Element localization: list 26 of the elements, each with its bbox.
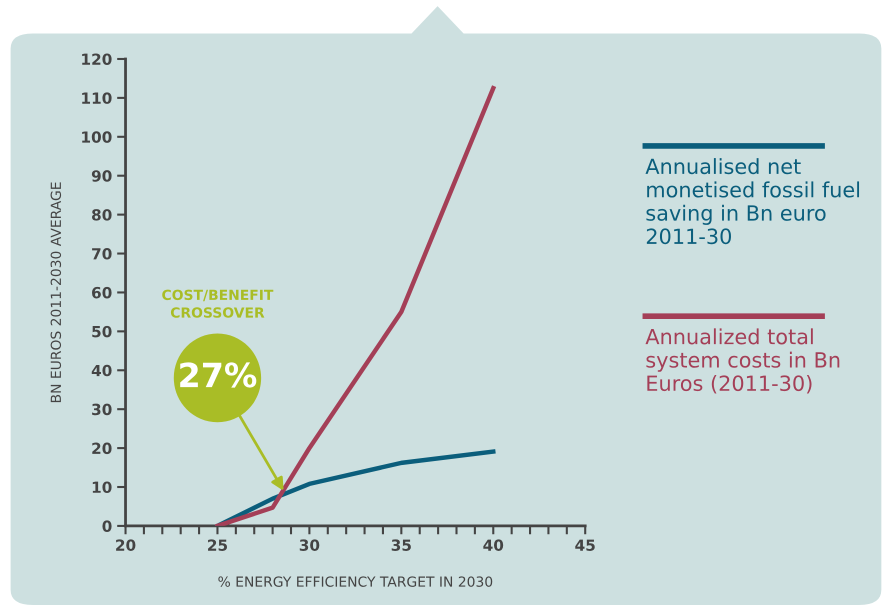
x-tick-label: 45: [575, 540, 595, 551]
y-tick-label: 90: [92, 170, 112, 182]
y-axis-title: BN EUROS 2011-2030 AVERAGE: [50, 182, 62, 402]
x-tick-label: 40: [483, 539, 504, 551]
y-tick-label: 40: [92, 364, 112, 376]
x-axis-title: % ENERGY EFFICIENCY TARGET IN 2030: [218, 576, 492, 587]
text: Annualised net monetised fossil fuel saving in Bn euro 2011-30: [645, 158, 860, 244]
y-tick-label: 60: [92, 286, 112, 298]
y-tick-label: 30: [92, 404, 112, 416]
line-series: [215, 449, 496, 526]
annotation: 27%: [180, 362, 256, 388]
y-tick-label: 110: [82, 92, 112, 104]
x-tick-label: 30: [300, 539, 320, 551]
x-tick-label: 35: [392, 539, 411, 551]
y-tick-label: 70: [92, 248, 112, 260]
text: Annualized total system costs in Bn Euros (2011-30): [645, 328, 840, 394]
y-tick-label: 80: [92, 209, 112, 221]
annotation: COST/BENEFIT CROSSOVER: [162, 290, 274, 318]
y-tick-label: 100: [82, 131, 112, 143]
y-tick-label: 120: [82, 53, 112, 65]
y-tick-label: 10: [92, 481, 112, 494]
x-tick-label: 25: [208, 539, 228, 551]
y-tick-label: 20: [92, 442, 112, 454]
x-tick-label: 20: [116, 539, 136, 551]
y-tick-label: 0: [102, 520, 112, 532]
y-tick-label: 50: [92, 326, 112, 338]
